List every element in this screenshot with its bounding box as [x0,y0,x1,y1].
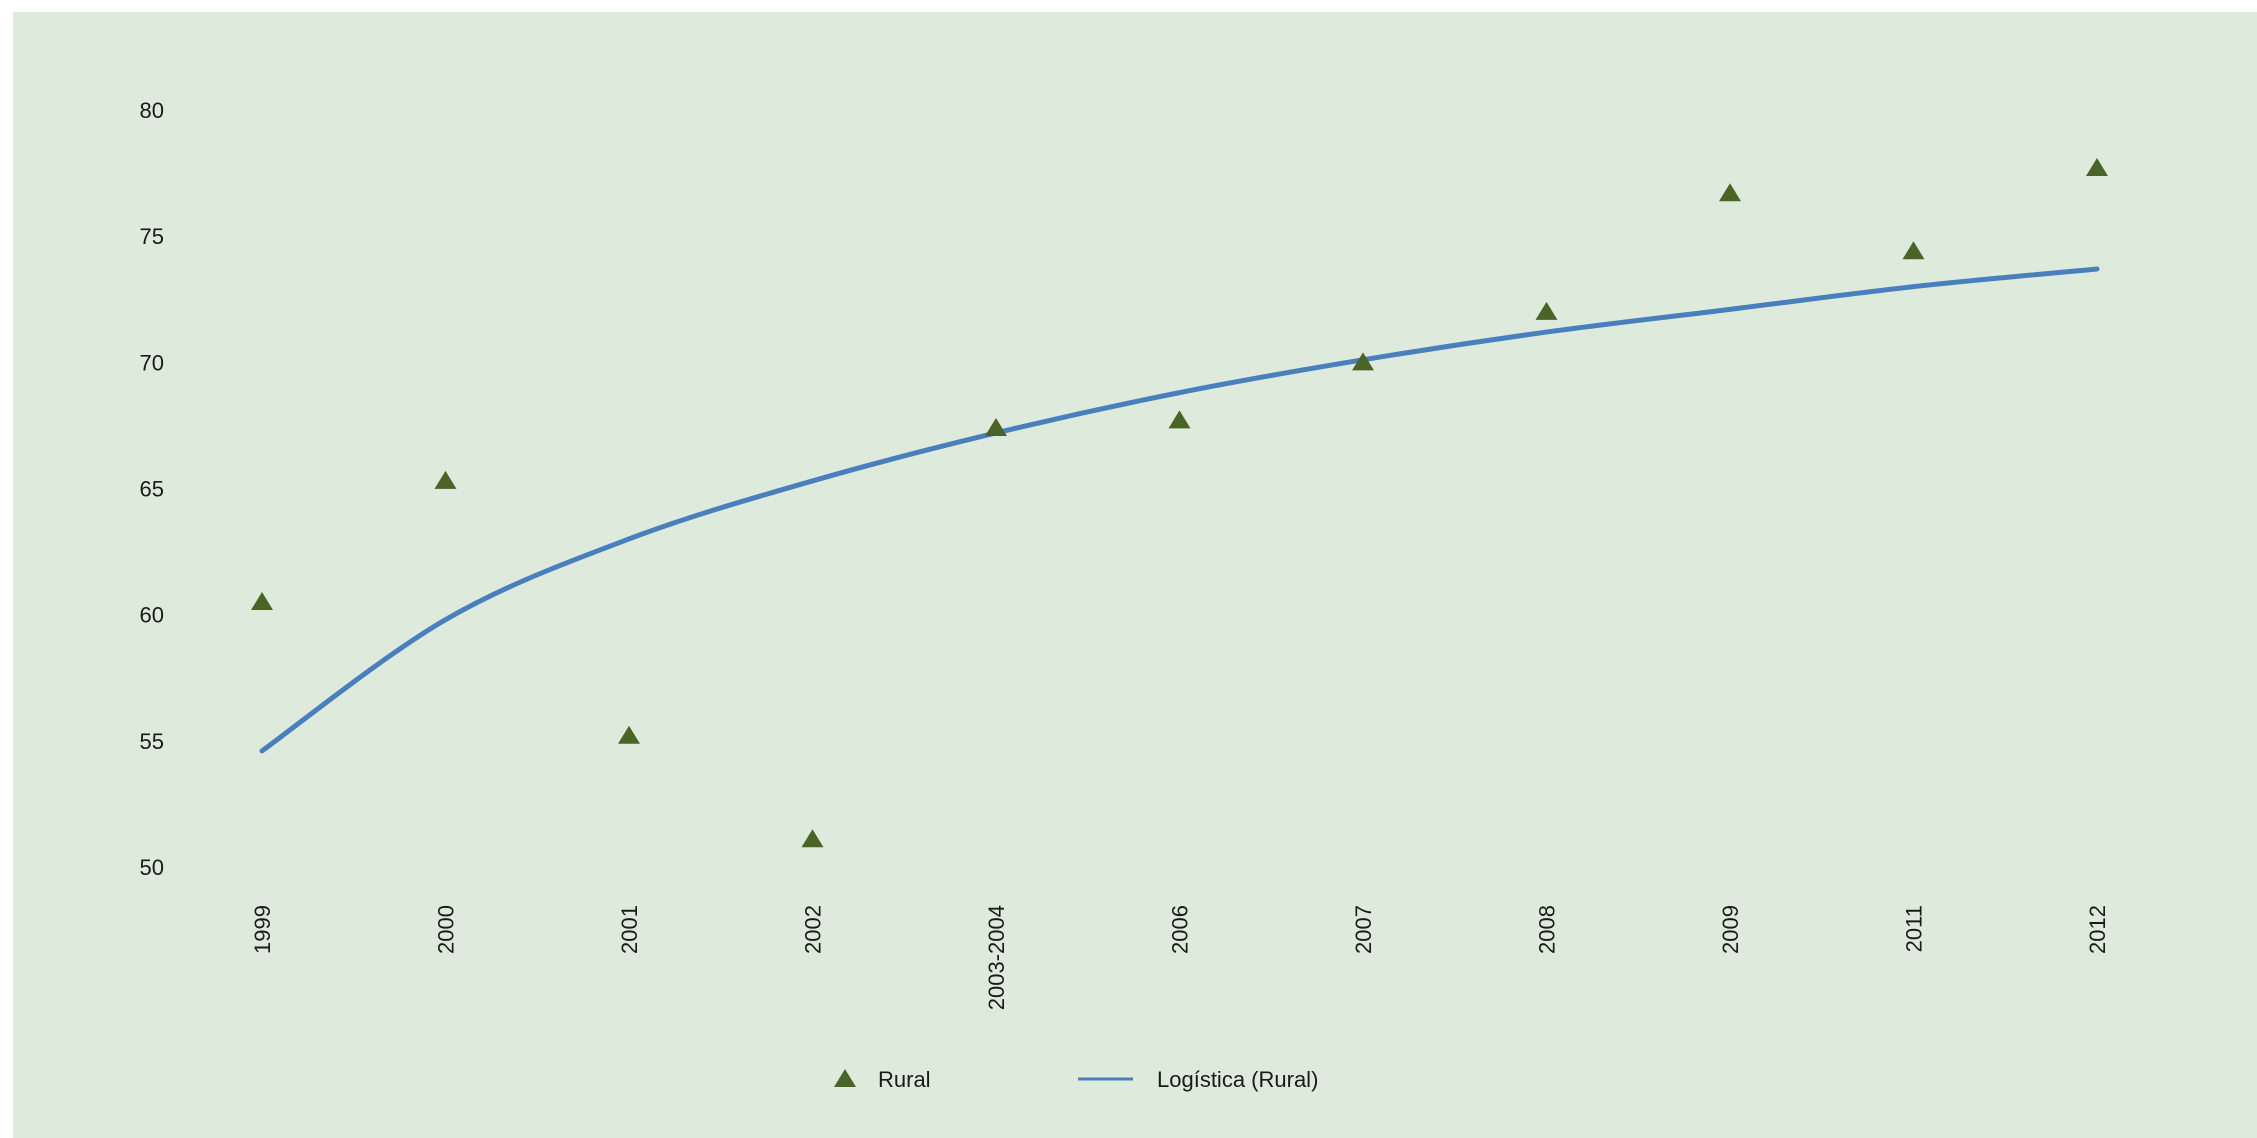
data-point [251,592,273,611]
trend-line-group [259,266,2100,754]
x-tick-label: 2011 [1902,905,1927,952]
y-tick-label: 60 [140,603,164,628]
chart-svg: 50 55 60 65 70 75 80 1999 2000 2001 2002 2003-2004… [140,98,2110,1092]
data-point [1352,352,1374,371]
data-point [618,725,640,744]
data-point [801,829,824,848]
x-tick-label: 2000 [434,905,459,954]
y-tick-label: 80 [140,98,164,123]
x-tick-label: 2003-2004 [984,905,1009,1010]
legend-label-trend: Logística (Rural) [1157,1067,1318,1092]
y-tick-label: 55 [140,729,164,754]
data-point [1719,183,1741,202]
y-tick-label: 50 [140,855,164,880]
y-tick-label: 75 [140,224,164,249]
data-point [1902,241,1925,260]
data-point [1168,410,1191,429]
data-point [1535,301,1558,320]
x-tick-label: 2002 [801,905,826,954]
legend: Rural Logística (Rural) [834,1067,1318,1092]
x-tick-label: 2007 [1351,905,1376,954]
data-point [434,470,457,489]
chart-panel: 50 55 60 65 70 75 80 1999 2000 2001 2002 2003-2004… [13,12,2257,1138]
x-axis-ticks: 1999 2000 2001 2002 2003-2004 2006 2007 2008 200… [250,905,2110,1010]
x-tick-label: 2012 [2085,905,2110,954]
data-points [251,158,2108,848]
trend-line [259,266,2100,754]
legend-label-rural: Rural [878,1067,931,1092]
x-tick-label: 1999 [250,905,275,954]
data-point [2086,158,2108,177]
legend-item-rural: Rural [834,1067,931,1092]
legend-item-trend: Logística (Rural) [1078,1067,1318,1092]
y-tick-label: 70 [140,350,164,375]
y-axis-ticks: 50 55 60 65 70 75 80 [140,98,164,880]
x-tick-label: 2001 [617,905,642,954]
y-tick-label: 65 [140,477,164,502]
x-tick-label: 2008 [1535,905,1560,954]
x-tick-label: 2009 [1718,905,1743,954]
legend-triangle-icon [834,1069,856,1087]
data-point [985,417,1007,436]
x-tick-label: 2006 [1168,905,1193,954]
